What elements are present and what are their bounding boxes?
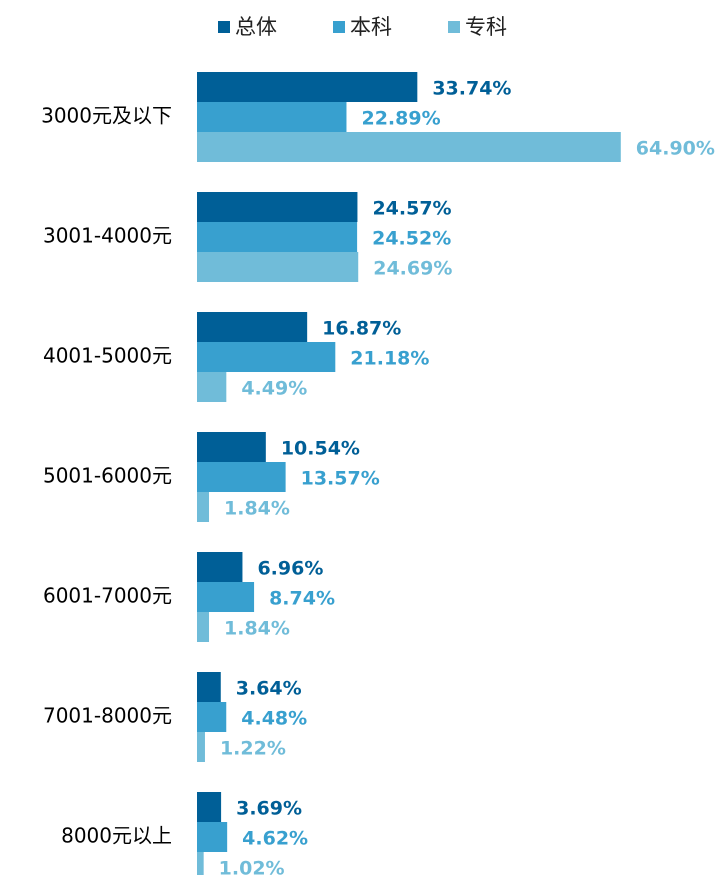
data-label: 10.54%: [281, 438, 360, 460]
data-label: 64.90%: [636, 138, 715, 160]
data-label: 21.18%: [350, 348, 429, 370]
legend-label: 本科: [350, 15, 392, 39]
bar: [197, 372, 227, 402]
data-label: 8.74%: [269, 588, 335, 610]
legend-label: 总体: [235, 15, 277, 39]
bar: [197, 102, 347, 132]
bar: [197, 852, 204, 875]
bar: [197, 792, 222, 822]
data-label: 24.69%: [373, 258, 452, 280]
bar: [197, 252, 359, 282]
bar: [197, 492, 210, 522]
data-label: 6.96%: [257, 558, 323, 580]
category-label: 3000元及以下: [41, 104, 172, 128]
legend-swatch: [218, 21, 230, 33]
bar: [197, 222, 358, 252]
bar: [197, 132, 621, 162]
data-label: 4.62%: [242, 828, 308, 850]
data-label: 33.74%: [432, 78, 511, 100]
bar: [197, 822, 228, 852]
data-label: 16.87%: [322, 318, 401, 340]
data-label: 1.22%: [220, 738, 286, 760]
data-label: 3.64%: [236, 678, 302, 700]
data-label: 1.84%: [224, 498, 290, 520]
bar: [197, 342, 336, 372]
bar: [197, 192, 358, 222]
data-label: 1.02%: [219, 858, 285, 875]
data-label: 3.69%: [236, 798, 302, 820]
data-label: 4.48%: [241, 708, 307, 730]
category-label: 5001-6000元: [43, 464, 172, 488]
bar: [197, 612, 210, 642]
data-label: 13.57%: [301, 468, 380, 490]
category-label: 3001-4000元: [43, 224, 172, 248]
legend-swatch: [448, 21, 460, 33]
bar: [197, 552, 243, 582]
data-label: 4.49%: [241, 378, 307, 400]
bar: [197, 462, 286, 492]
legend-swatch: [333, 21, 345, 33]
legend-label: 专科: [465, 15, 507, 39]
category-label: 7001-8000元: [43, 704, 172, 728]
bar: [197, 732, 205, 762]
bar: [197, 312, 308, 342]
category-label: 6001-7000元: [43, 584, 172, 608]
data-label: 24.52%: [372, 228, 451, 250]
data-label: 1.84%: [224, 618, 290, 640]
data-label: 22.89%: [361, 108, 440, 130]
bar: [197, 582, 255, 612]
bar: [197, 702, 227, 732]
bar: [197, 72, 418, 102]
category-label: 4001-5000元: [43, 344, 172, 368]
bar: [197, 672, 221, 702]
bar: [197, 432, 266, 462]
category-label: 8000元以上: [61, 824, 172, 848]
data-label: 24.57%: [372, 198, 451, 220]
